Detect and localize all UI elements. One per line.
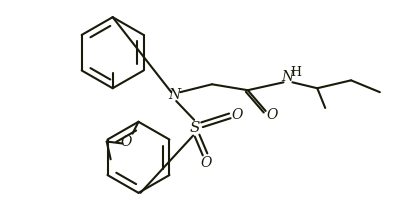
Text: O: O [121, 135, 132, 149]
Text: N: N [168, 88, 180, 102]
Text: O: O [267, 108, 278, 122]
Text: N: N [282, 70, 294, 84]
Text: O: O [200, 156, 212, 170]
Text: O: O [231, 108, 243, 122]
Text: S: S [190, 121, 200, 135]
Text: H: H [290, 66, 301, 79]
